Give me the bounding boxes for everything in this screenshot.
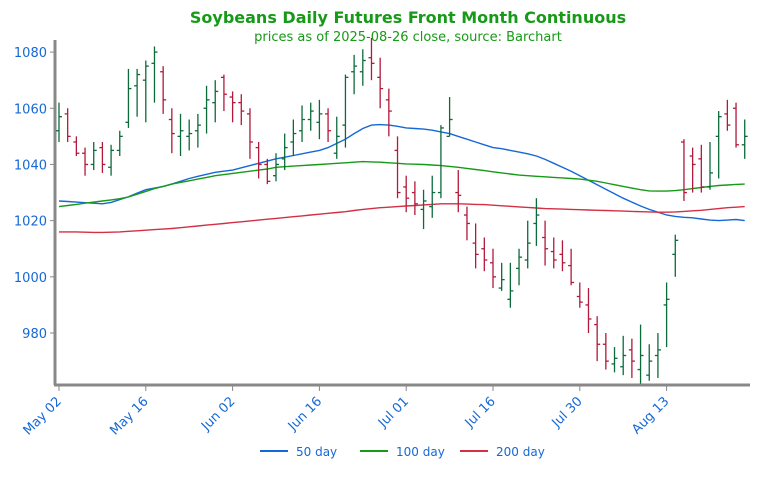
chart-title: Soybeans Daily Futures Front Month Conti…	[190, 8, 626, 27]
x-tick-label: May 16	[107, 394, 151, 438]
chart-subtitle: prices as of 2025-08-26 close, source: B…	[254, 30, 562, 45]
x-tick-label: Jun 16	[285, 394, 325, 434]
x-tick-label: Aug 13	[629, 394, 672, 437]
x-tick-label: Jul 01	[375, 394, 412, 431]
moving-average-line	[59, 203, 745, 234]
y-tick-label: 980	[22, 327, 47, 342]
legend-label: 200 day	[496, 445, 545, 459]
legend-label: 100 day	[396, 445, 445, 459]
x-tick-label: Jul 16	[462, 394, 499, 431]
x-tick-label: Jun 02	[198, 394, 238, 434]
y-tick-label: 1040	[14, 158, 47, 173]
y-tick-label: 1060	[14, 102, 47, 117]
moving-average-line	[58, 160, 745, 208]
x-tick-label: Jul 30	[549, 394, 586, 431]
x-tick-label: May 02	[21, 394, 65, 438]
y-tick-label: 1000	[14, 271, 47, 286]
y-tick-label: 1020	[14, 215, 47, 230]
legend-label: 50 day	[296, 445, 337, 459]
y-tick-label: 1080	[14, 46, 47, 61]
